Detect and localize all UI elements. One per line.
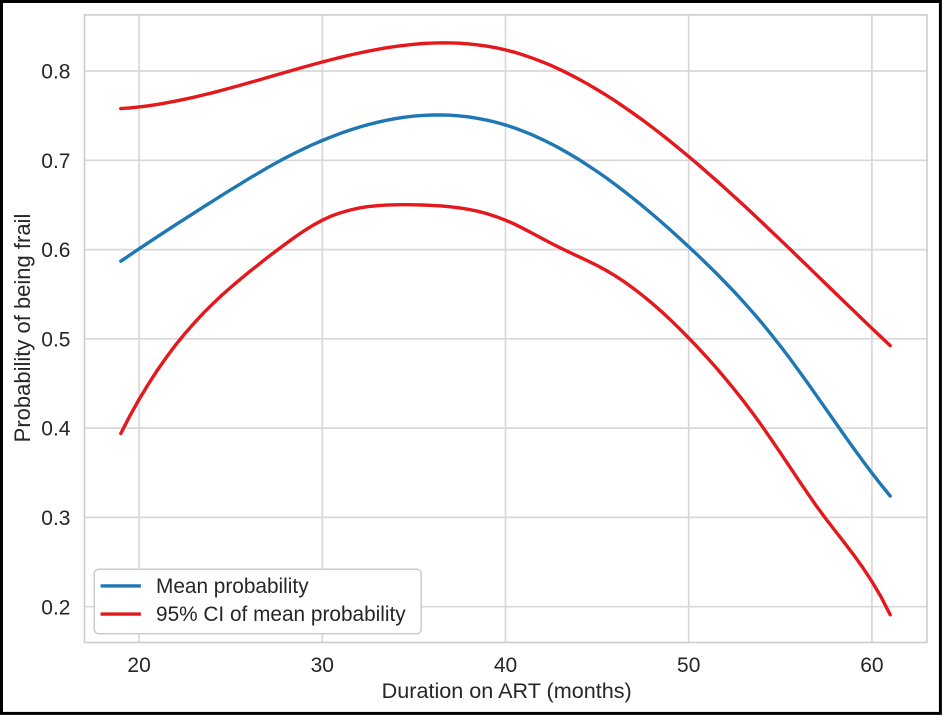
svg-text:30: 30 xyxy=(311,654,334,677)
svg-text:20: 20 xyxy=(127,654,150,677)
svg-text:95% CI of mean probability: 95% CI of mean probability xyxy=(156,603,406,626)
svg-text:0.4: 0.4 xyxy=(41,418,71,441)
svg-text:0.2: 0.2 xyxy=(41,596,70,619)
svg-text:Probability of being frail: Probability of being frail xyxy=(10,214,35,443)
svg-text:0.8: 0.8 xyxy=(41,61,70,84)
svg-text:50: 50 xyxy=(677,654,700,677)
svg-text:Mean probability: Mean probability xyxy=(156,575,309,598)
svg-text:0.7: 0.7 xyxy=(41,150,70,173)
svg-text:0.6: 0.6 xyxy=(41,239,70,262)
svg-text:0.5: 0.5 xyxy=(41,328,70,351)
svg-text:Duration on ART (months): Duration on ART (months) xyxy=(382,678,632,703)
svg-text:0.3: 0.3 xyxy=(41,507,70,530)
svg-text:40: 40 xyxy=(494,654,517,677)
svg-text:60: 60 xyxy=(860,654,883,677)
